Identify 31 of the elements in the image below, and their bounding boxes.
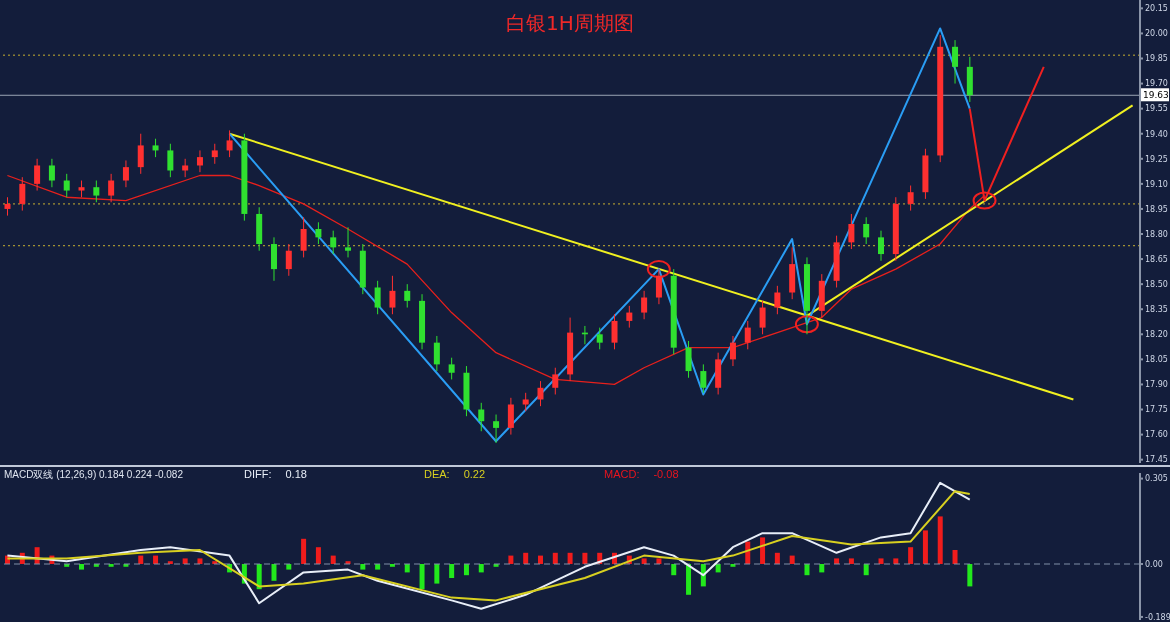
y-tick-label: 19.70 [1145, 79, 1168, 89]
y-tick-label: 0.305 [1145, 474, 1168, 484]
ref-line-label: 19.63 [1143, 90, 1169, 101]
y-tick-label: -0.189 [1145, 612, 1170, 622]
y-tick-label: 19.40 [1145, 129, 1168, 139]
annotation: MACD双线 (12,26,9) 0.184 0.224 -0.082 [4, 468, 184, 482]
y-tick-label: 0.00 [1145, 559, 1163, 569]
y-tick-label: 17.45 [1145, 455, 1168, 465]
text: DIFF: [244, 468, 272, 480]
y-tick-label: 18.65 [1145, 254, 1168, 264]
y-tick-label: 18.35 [1145, 305, 1168, 315]
annotation: 0.18 [285, 468, 307, 480]
y-tick-label: 18.95 [1145, 204, 1168, 214]
y-tick-label: 19.85 [1145, 54, 1168, 64]
y-tick-label: 18.80 [1145, 229, 1168, 239]
y-tick-label: 19.10 [1145, 179, 1168, 189]
y-tick-label: 18.20 [1145, 330, 1168, 340]
y-tick-label: 19.55 [1145, 104, 1168, 114]
y-tick-label: 20.15 [1145, 4, 1168, 14]
annotation: 0.22 [463, 468, 486, 480]
y-tick-label: 18.50 [1145, 279, 1168, 289]
y-tick-label: 17.60 [1145, 430, 1168, 440]
y-tick-label: 17.75 [1145, 405, 1168, 415]
text: DEA: [424, 468, 450, 480]
text: MACD: [604, 468, 640, 480]
y-tick-label: 19.25 [1145, 154, 1168, 164]
annotation: -0.08 [653, 468, 679, 480]
y-tick-label: 20.00 [1145, 29, 1168, 39]
y-tick-label: 17.90 [1145, 380, 1168, 390]
text: 白银1H周期图 [505, 10, 635, 37]
y-tick-label: 18.05 [1145, 355, 1168, 365]
